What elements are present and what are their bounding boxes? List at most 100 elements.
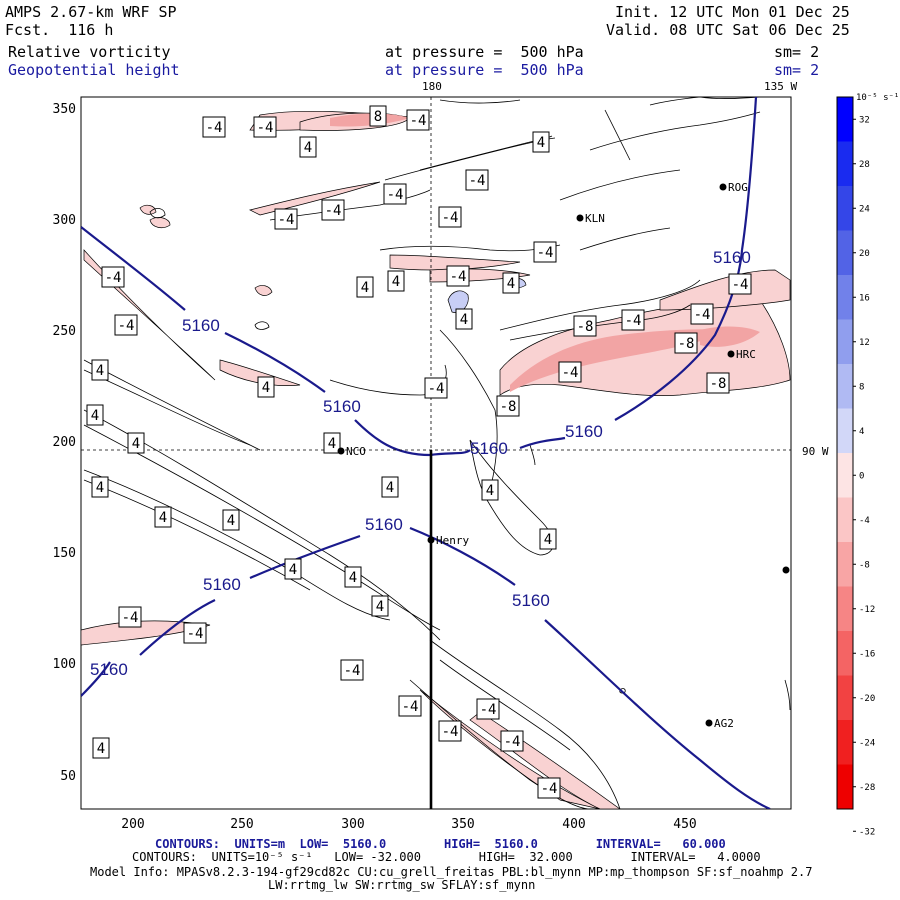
vorticity-label: -4 bbox=[321, 199, 345, 221]
x-tick-label: 450 bbox=[673, 817, 696, 832]
svg-text:-4: -4 bbox=[206, 120, 223, 136]
colorbar-label: -16 bbox=[859, 649, 875, 659]
svg-text:4: 4 bbox=[289, 562, 297, 578]
longitude-135w-label: 135 W bbox=[764, 80, 797, 93]
vorticity-label: 4 bbox=[92, 737, 110, 759]
svg-text:4: 4 bbox=[392, 274, 400, 290]
svg-text:-4: -4 bbox=[105, 270, 122, 286]
height-label: 5160 bbox=[470, 439, 508, 458]
svg-text:-4: -4 bbox=[187, 626, 204, 642]
height-label: 5160 bbox=[203, 575, 241, 594]
vorticity-label: 4 bbox=[154, 506, 172, 528]
svg-text:4: 4 bbox=[132, 436, 140, 452]
plot-frame bbox=[80, 96, 792, 810]
colorbar-label: -12 bbox=[859, 605, 875, 615]
svg-text:4: 4 bbox=[544, 532, 552, 548]
vorticity-label: -4 bbox=[728, 273, 752, 295]
svg-text:-4: -4 bbox=[504, 734, 521, 750]
vorticity-label: 4 bbox=[257, 376, 275, 398]
colorbar-label: -8 bbox=[859, 560, 870, 570]
svg-text:4: 4 bbox=[262, 380, 270, 396]
svg-text:-4: -4 bbox=[325, 203, 342, 219]
vorticity-label: 4 bbox=[455, 308, 473, 330]
svg-text:4: 4 bbox=[361, 280, 369, 296]
forecast-hour: Fcst. 116 h bbox=[5, 21, 114, 39]
svg-text:4: 4 bbox=[507, 276, 515, 292]
svg-text:4: 4 bbox=[96, 363, 104, 379]
vorticity-label: 8 bbox=[369, 105, 387, 127]
svg-text:-4: -4 bbox=[694, 307, 711, 323]
svg-text:4: 4 bbox=[159, 510, 167, 526]
colorbar-swatch bbox=[837, 230, 853, 275]
svg-text:-4: -4 bbox=[278, 212, 295, 228]
vorticity-label: -8 bbox=[706, 372, 730, 394]
svg-text:4: 4 bbox=[376, 599, 384, 615]
vorticity-label: -4 bbox=[558, 361, 582, 383]
vorticity-label: -4 bbox=[424, 377, 448, 399]
svg-text:-4: -4 bbox=[387, 187, 404, 203]
vorticity-contour-info: CONTOURS: UNITS=10⁻⁵ s⁻¹ LOW= -32.000 HI… bbox=[132, 850, 761, 864]
colorbar-swatch bbox=[837, 275, 853, 320]
vorticity-label: -4 bbox=[101, 266, 125, 288]
stations: ROG KLN HRC NCO Henry AG2 bbox=[337, 181, 756, 730]
svg-text:-4: -4 bbox=[541, 781, 558, 797]
vorticity-label: -4 bbox=[274, 208, 298, 230]
vorticity-label: -8 bbox=[573, 315, 597, 337]
svg-text:-8: -8 bbox=[678, 336, 695, 352]
height-contour-info: CONTOURS: UNITS=m LOW= 5160.0 HIGH= 5160… bbox=[155, 837, 726, 851]
svg-text:-8: -8 bbox=[577, 319, 594, 335]
vorticity-label: -4 bbox=[446, 265, 470, 287]
y-tick-label: 100 bbox=[53, 657, 76, 672]
colorbar-unit: 10⁻⁵ s⁻¹ bbox=[856, 93, 899, 103]
colorbar-swatch bbox=[837, 364, 853, 409]
svg-text:-4: -4 bbox=[122, 610, 139, 626]
vorticity-label: -4 bbox=[537, 777, 561, 799]
model-info: Model Info: MPASv8.2.3-194-gf29cd82c CU:… bbox=[90, 865, 813, 879]
colorbar-swatch bbox=[837, 497, 853, 542]
vorticity-label: 4 bbox=[539, 528, 557, 550]
svg-text:4: 4 bbox=[328, 436, 336, 452]
y-tick-label: 350 bbox=[53, 102, 76, 117]
model-title: AMPS 2.67-km WRF SP bbox=[5, 3, 177, 21]
colorbar-label: -24 bbox=[859, 738, 875, 748]
colorbar-label: 8 bbox=[859, 382, 864, 392]
vorticity-label: 4 bbox=[502, 272, 520, 294]
svg-text:4: 4 bbox=[349, 570, 357, 586]
station-label: Henry bbox=[436, 534, 469, 547]
colorbar-label: 24 bbox=[859, 204, 870, 214]
plot-content: 5160 5160 5160 5160 5160 5160 5160 5160 … bbox=[81, 97, 791, 809]
height-labels: 5160 5160 5160 5160 5160 5160 5160 5160 … bbox=[90, 248, 751, 679]
vorticity-label: 4 bbox=[127, 432, 145, 454]
vorticity-label: 4 bbox=[481, 479, 499, 501]
svg-text:4: 4 bbox=[96, 480, 104, 496]
svg-text:4: 4 bbox=[460, 312, 468, 328]
svg-text:-4: -4 bbox=[537, 245, 554, 261]
vorticity-label: -4 bbox=[340, 659, 364, 681]
svg-text:4: 4 bbox=[97, 741, 105, 757]
vorticity-label: -4 bbox=[438, 720, 462, 742]
vorticity-labels: -4 -4 4 8 -4 -4 -4 4 -4 -4 -4 -4 -4 4 4 4 4 -8 -4 -4 -4 -8 -8 -… bbox=[86, 105, 752, 799]
svg-text:-4: -4 bbox=[402, 699, 419, 715]
colorbar-label: -32 bbox=[859, 827, 875, 837]
x-tick-label: 400 bbox=[562, 817, 585, 832]
station-label: KLN bbox=[585, 212, 605, 225]
svg-text:4: 4 bbox=[537, 135, 545, 151]
svg-text:-4: -4 bbox=[428, 381, 445, 397]
height-label: 5160 bbox=[565, 422, 603, 441]
svg-text:-4: -4 bbox=[480, 702, 497, 718]
y-tick-label: 250 bbox=[53, 324, 76, 339]
station-label: ROG bbox=[728, 181, 748, 194]
vorticity-label: -4 bbox=[500, 730, 524, 752]
svg-text:4: 4 bbox=[304, 140, 312, 156]
colorbar-label: -28 bbox=[859, 783, 875, 793]
field-vorticity: Relative vorticity bbox=[8, 43, 171, 61]
vorticity-label: -8 bbox=[496, 395, 520, 417]
vorticity-label: 4 bbox=[284, 558, 302, 580]
y-tick-label: 200 bbox=[53, 435, 76, 450]
station-dot bbox=[727, 350, 735, 358]
station-dot bbox=[427, 536, 435, 544]
smoothing-2: sm= 2 bbox=[774, 61, 820, 79]
geopotential-height-contours bbox=[81, 97, 771, 809]
station-dot bbox=[719, 183, 727, 191]
svg-text:-4: -4 bbox=[450, 269, 467, 285]
